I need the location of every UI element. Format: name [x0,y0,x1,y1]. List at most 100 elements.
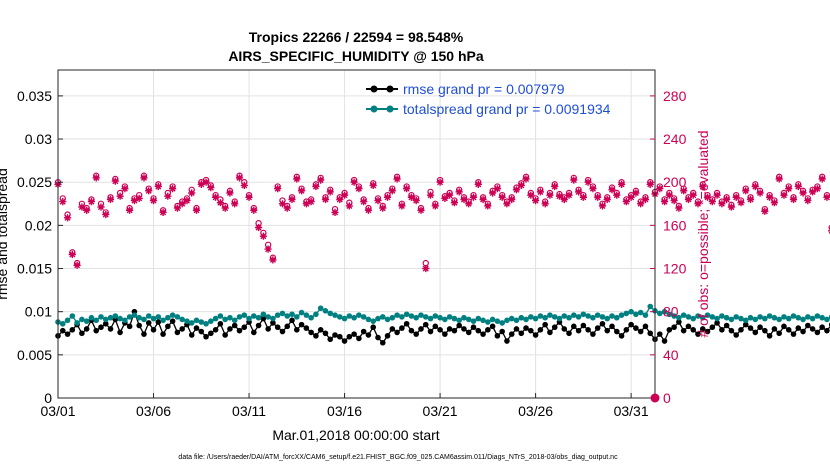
rmse-point [403,320,410,327]
y-left-tick-label: 0 [44,390,52,406]
obs-evaluated-point [202,178,210,186]
spread-point [308,314,314,321]
obs-evaluated-point [192,206,201,214]
spread-point [451,315,458,322]
rmse-point [332,332,338,338]
rmse-point [695,331,701,337]
rmse-point [69,327,76,333]
rmse-point [814,329,821,336]
obs-evaluated-point [455,188,463,196]
rmse-point [699,326,706,332]
rmse-point [274,324,281,331]
rmse-point [227,326,233,332]
rmse-point [599,320,606,327]
obs-evaluated-point [670,197,678,205]
spread-point [375,315,381,322]
obs-evaluated-point [212,193,220,201]
rmse-point [59,327,66,334]
spread-point [800,316,806,323]
obs-evaluated-point [560,195,568,204]
obs-evaluated-point [422,264,430,273]
rmse-point [776,330,782,337]
obs-evaluated-point [106,195,115,204]
rmse-point [642,323,649,330]
spread-point [102,316,109,323]
obs-evaluated-point [278,200,287,208]
rmse-point [623,327,630,333]
y-axis-right-label: # of obs: o=possible; *=evaluated [695,130,711,337]
rmse-point [64,331,71,337]
obs-evaluated-point [465,200,473,208]
spread-point [666,311,673,318]
obs-evaluated-point [708,198,716,206]
obs-evaluated-point [484,202,492,210]
obs-evaluated-point [732,193,740,201]
obs-evaluated-point [589,185,597,193]
rmse-point [561,326,568,332]
y-left-tick-label: 0.02 [25,217,52,233]
spread-point [294,314,300,320]
rmse-point [150,327,157,333]
spread-point [332,312,338,318]
obs-evaluated-point [255,223,263,232]
obs-evaluated-point [393,175,401,183]
obs-evaluated-point [684,195,692,204]
obs-evaluated-point [226,189,234,197]
spread-point [613,314,620,321]
obs-evaluated-point [97,203,105,211]
obs-evaluated-point [326,188,334,196]
obs-evaluated-point [293,175,301,183]
obs-evaluated-point [718,200,726,208]
rmse-point [422,321,429,328]
x-tick-label: 03/11 [232,403,266,419]
plot-background [58,70,655,398]
rmse-point [418,326,424,332]
obs-evaluated-point [474,180,482,188]
obs-evaluated-point [235,174,244,182]
rmse-point [79,330,85,337]
spread-point [719,313,725,319]
rmse-point [298,321,305,328]
rmse-point [728,327,735,334]
spread-point [475,315,482,322]
spread-point [322,308,329,314]
spread-point [155,314,162,320]
obs-possible-point [828,224,830,231]
rmse-point [714,320,720,326]
rmse-point [785,327,792,333]
rmse-point [800,328,806,335]
obs-evaluated-point [321,195,330,204]
rmse-point [360,328,367,335]
rmse-point [117,329,123,336]
spread-point [680,312,687,318]
obs-evaluated-point [111,177,119,185]
legend-spread-marker-2 [386,105,394,113]
spread-point [246,315,252,322]
rmse-point [781,323,787,330]
spread-point [370,318,377,324]
obs-evaluated-point [188,189,196,197]
obs-evaluated-point [627,193,635,201]
rmse-point [485,327,491,333]
spread-point [566,314,572,321]
obs-evaluated-point [398,202,406,210]
obs-evaluated-point [723,195,731,204]
rmse-point [83,326,90,332]
obs-evaluated-point [78,203,86,211]
obs-evaluated-point [646,180,654,188]
spread-point [217,313,224,319]
spread-point [64,317,71,324]
rmse-point [141,331,147,337]
x-tick-label: 03/06 [136,403,171,419]
rmse-point [489,323,496,330]
y-right-tick-label: 280 [663,88,687,104]
rmse-point [308,329,314,336]
obs-evaluated-point [450,199,458,207]
obs-evaluated-point [498,193,506,201]
spread-point [671,313,677,319]
obs-evaluated-point [608,186,616,194]
spread-point [227,314,233,321]
rmse-point [513,326,520,332]
obs-evaluated-point [64,214,72,222]
rmse-point [179,326,185,332]
